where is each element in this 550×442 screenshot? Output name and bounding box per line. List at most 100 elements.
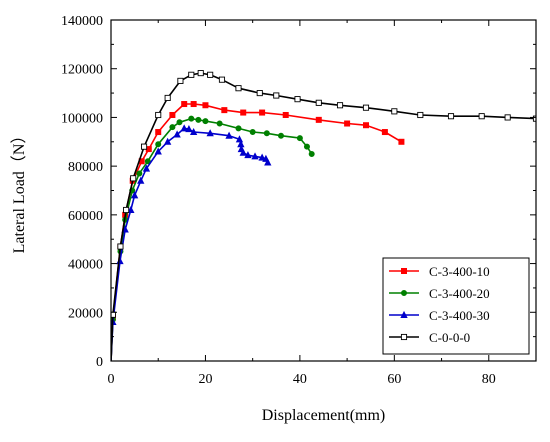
data-point [277, 132, 284, 139]
data-point [294, 96, 301, 103]
data-point [398, 138, 405, 145]
data-point [137, 176, 145, 184]
series-0 [111, 101, 405, 361]
series-line [111, 72, 536, 361]
series-line [111, 103, 402, 361]
data-point [127, 205, 135, 213]
data-point [344, 120, 351, 127]
data-point [225, 131, 233, 139]
legend-marker [400, 267, 407, 274]
legend-box [382, 257, 530, 355]
ticks-layer [110, 19, 536, 362]
data-point [391, 108, 398, 115]
legend-label: C-3-400-20 [429, 286, 490, 301]
x-tick-label: 80 [482, 372, 496, 387]
y-tick-label: 20000 [68, 306, 103, 321]
data-point [362, 122, 369, 129]
data-point [216, 120, 223, 127]
data-point [188, 71, 195, 78]
legend-marker [400, 310, 408, 319]
legend-item: C-0-0-0 [389, 330, 470, 345]
data-point [180, 124, 188, 132]
x-tick-label: 0 [108, 372, 115, 387]
y-tick-label: 60000 [68, 209, 103, 224]
x-tick-label: 20 [198, 372, 212, 387]
data-point [303, 143, 310, 150]
data-point [221, 107, 228, 114]
data-point [273, 92, 280, 99]
data-point [142, 164, 151, 172]
data-point [235, 125, 242, 132]
legend-label: C-0-0-0 [429, 330, 470, 345]
data-point [190, 101, 197, 108]
series-line [111, 127, 269, 361]
data-point [315, 116, 322, 123]
data-point [256, 90, 263, 97]
data-point [169, 124, 176, 131]
data-point [185, 125, 193, 133]
data-point [264, 158, 272, 166]
y-tick-label: 40000 [68, 258, 103, 273]
data-point [249, 129, 256, 136]
data-point [141, 143, 148, 150]
data-point [155, 141, 162, 148]
y-tick-label: 120000 [61, 63, 103, 78]
legend: C-3-400-10 C-3-400-20 C-3-400-30 C-0-0-0 [382, 257, 530, 355]
data-point [251, 152, 259, 160]
data-point [315, 99, 322, 106]
x-tick-label: 60 [387, 372, 401, 387]
data-point [259, 109, 266, 116]
data-point [154, 147, 162, 155]
y-tick-label: 140000 [61, 14, 103, 29]
series-3 [111, 70, 536, 361]
y-tick-label: 80000 [68, 160, 103, 175]
data-point [202, 102, 209, 109]
legend-item: C-3-400-30 [389, 308, 490, 323]
data-point [239, 148, 247, 156]
data-point [130, 175, 137, 182]
data-point [263, 130, 270, 137]
data-point [336, 102, 344, 109]
data-point [164, 94, 171, 101]
data-point [189, 127, 198, 136]
data-point [504, 114, 511, 121]
data-point [207, 71, 214, 78]
data-point [235, 85, 242, 92]
legend-label: C-3-400-30 [429, 308, 490, 323]
data-point [447, 113, 455, 120]
data-point [218, 76, 226, 83]
data-point [195, 116, 202, 123]
data-point [173, 130, 181, 138]
legend-item: C-3-400-10 [389, 264, 490, 279]
tick-labels-layer: 0 20 40 60 80 0 20000 40000 60000 80000 100000 1200… [61, 14, 496, 387]
legend-item: C-3-400-20 [389, 286, 490, 301]
series-layer [111, 70, 536, 361]
data-point [144, 158, 151, 165]
data-point [362, 104, 370, 111]
legend-label: C-3-400-10 [429, 264, 490, 279]
data-point [136, 170, 143, 177]
data-point [244, 151, 252, 159]
data-point [197, 70, 204, 77]
data-point [123, 206, 130, 214]
data-point [164, 137, 172, 145]
x-tick-label: 40 [293, 372, 307, 387]
y-tick-label: 0 [96, 355, 103, 370]
legend-marker [400, 333, 408, 341]
data-point [130, 191, 139, 199]
data-point [188, 115, 195, 122]
data-point [240, 109, 247, 116]
legend-marker [400, 289, 407, 296]
y-tick-label: 100000 [61, 111, 103, 126]
data-point [258, 153, 266, 161]
x-axis-title: Displacement(mm) [262, 407, 386, 424]
data-point [417, 111, 424, 119]
series-1 [111, 115, 315, 361]
data-point [117, 243, 124, 250]
y-axis-title: Lateral Load（N） [10, 128, 28, 254]
data-point [532, 115, 536, 122]
data-point [296, 135, 303, 142]
series-2 [111, 124, 272, 361]
data-point [181, 101, 188, 108]
